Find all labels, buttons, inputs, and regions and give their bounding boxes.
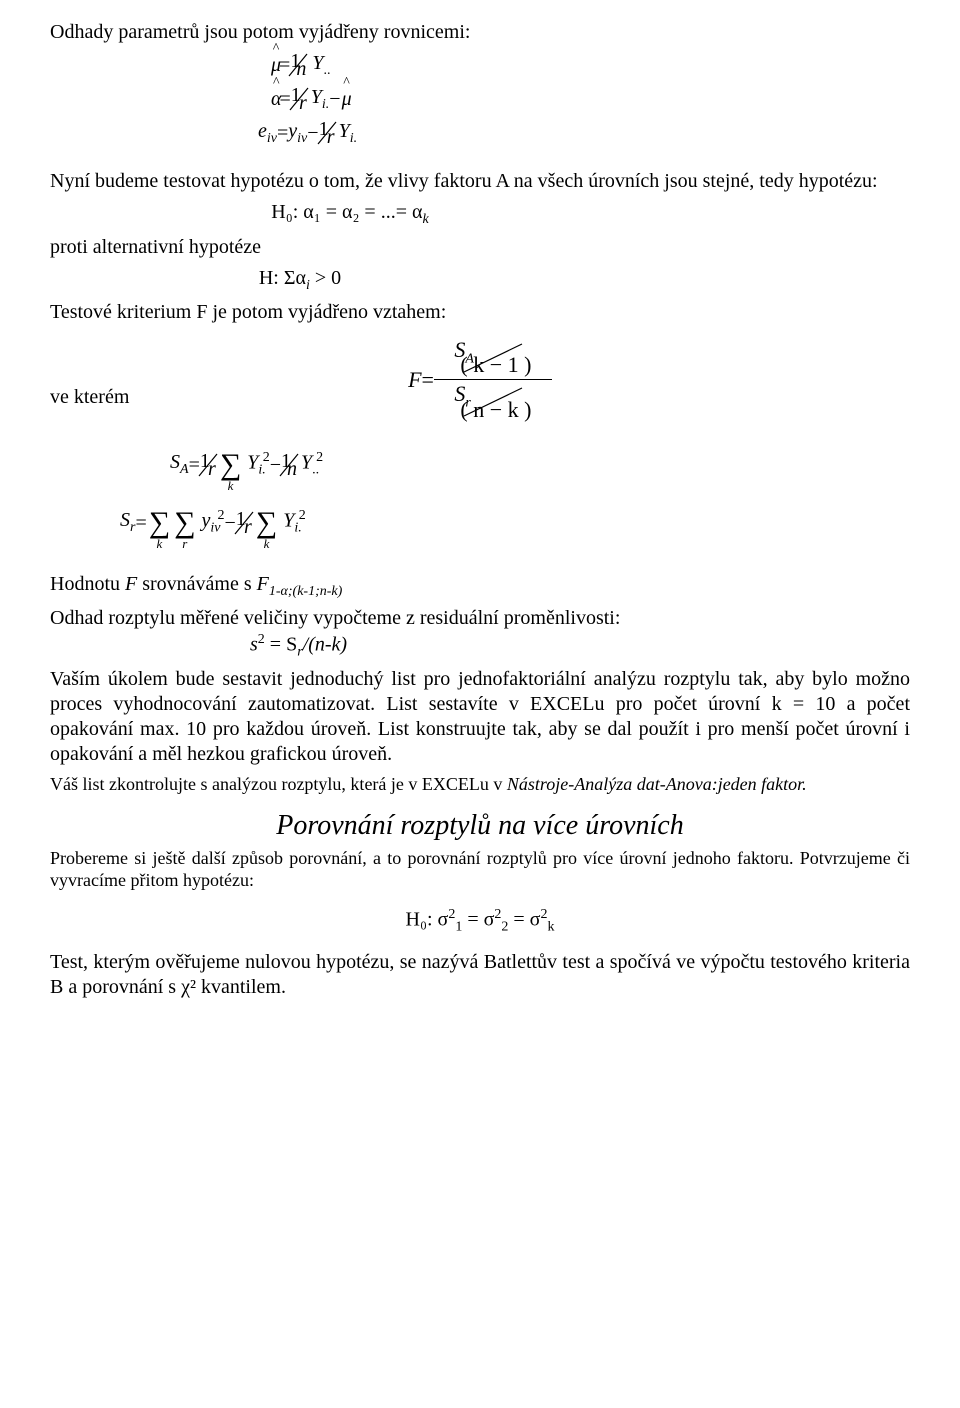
frac-1-r: 1 r bbox=[291, 85, 307, 113]
SA: SA bbox=[170, 452, 189, 477]
frac-1-r-2: 1 r bbox=[319, 119, 335, 147]
alpha-hat: ^ α bbox=[270, 89, 283, 109]
y-iv: yiv bbox=[288, 121, 307, 146]
para-odhady: Odhady parametrů jsou potom vyjádřeny ro… bbox=[50, 20, 910, 45]
para-probereme: Probereme si ještě další způsob porovnán… bbox=[50, 847, 910, 892]
h0-sigma: H₀: σ21 = σ22 = σ2k bbox=[50, 906, 910, 936]
sum-k-1: ∑k bbox=[220, 450, 241, 480]
Ydd2: Y..2 bbox=[301, 451, 323, 478]
SA-eq: = bbox=[189, 455, 200, 475]
minus-1: − bbox=[329, 89, 340, 109]
Y-dotdot: Y.. bbox=[312, 53, 330, 78]
mu-hat-2: ^ μ bbox=[341, 89, 353, 109]
para-proti: proti alternativní hypotéze bbox=[50, 235, 910, 260]
Yi: Yi. bbox=[311, 87, 330, 112]
para-hodnotu-F: Hodnotu F srovnáváme s F1-α;(k-1;n-k) bbox=[50, 572, 910, 601]
F-letter: F bbox=[408, 369, 421, 391]
eq-SA: SA = 1 r ∑k Yi.2 − 1 n Y..2 bbox=[170, 450, 910, 480]
Sr-eq: = bbox=[135, 513, 146, 533]
para-hypoteza: Nyní budeme testovat hypotézu o tom, že … bbox=[50, 169, 910, 194]
frac-1-n: 1 n bbox=[290, 51, 306, 79]
para-check: Váš list zkontrolujte s analýzou rozptyl… bbox=[50, 773, 910, 796]
Sr-over-nk: Sr ( n − k ) bbox=[454, 383, 531, 420]
frac-1-r-4: 1 r bbox=[236, 509, 252, 537]
SA-over-k1: SA ( k − 1 ) bbox=[454, 339, 531, 376]
frac-1-n-2: 1 n bbox=[281, 451, 297, 479]
para-task: Vaším úkolem bude sestavit jednoduchý li… bbox=[50, 667, 910, 767]
SA-minus: − bbox=[270, 455, 281, 475]
s2-line: s2 = Sr/(n-k) bbox=[250, 631, 910, 661]
section-title: Porovnání rozptylů na více úrovních bbox=[50, 808, 910, 843]
Sr-minus: − bbox=[225, 513, 236, 533]
eq-sign-3: = bbox=[277, 123, 288, 143]
Yi2: Yi.2 bbox=[247, 451, 270, 478]
Sr: Sr bbox=[120, 510, 135, 535]
h-alt: H: Σαi > 0 bbox=[50, 266, 910, 295]
eq-mu: ^ μ = 1 n Y.. bbox=[270, 51, 910, 79]
Yi2-2: Yi.2 bbox=[283, 509, 306, 536]
minus-2: − bbox=[307, 123, 318, 143]
Yi-2: Yi. bbox=[339, 121, 358, 146]
para-testove: Testové kriterium F je potom vyjádřeno v… bbox=[50, 300, 910, 325]
e-iv: eiv bbox=[258, 121, 277, 146]
para-test: Test, kterým ověřujeme nulovou hypotézu,… bbox=[50, 950, 910, 1000]
para-odhad-rozptylu: Odhad rozptylu měřené veličiny vypočteme… bbox=[50, 606, 910, 631]
frac-1-r-3: 1 r bbox=[200, 451, 216, 479]
mu-hat: ^ μ bbox=[270, 55, 282, 75]
eq-Sr: Sr = ∑k ∑r yiv2 − 1 r ∑k Yi.2 bbox=[120, 508, 910, 538]
F-frac: SA ( k − 1 ) Sr ( n − k ) bbox=[434, 339, 552, 421]
eq-eiv: eiv = yiv − 1 r Yi. bbox=[258, 119, 910, 147]
sum-k-3: ∑k bbox=[256, 508, 277, 538]
yiv2: yiv2 bbox=[202, 509, 225, 536]
F-eq: = bbox=[422, 369, 434, 391]
h0-line: H₀: α₁ = α₂ = ...= αk bbox=[50, 200, 910, 229]
sum-k-2: ∑k bbox=[149, 508, 170, 538]
sum-r: ∑r bbox=[174, 508, 195, 538]
eq-alpha: ^ α = 1 r Yi. − ^ μ bbox=[270, 85, 910, 113]
